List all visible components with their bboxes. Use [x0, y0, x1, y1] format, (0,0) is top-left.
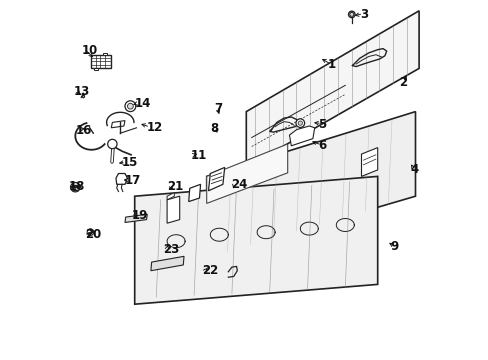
Polygon shape: [167, 193, 174, 200]
Polygon shape: [151, 256, 183, 271]
Text: 9: 9: [389, 240, 398, 253]
Polygon shape: [116, 174, 127, 184]
Text: 13: 13: [73, 85, 90, 98]
Text: 7: 7: [213, 102, 222, 115]
Text: 14: 14: [134, 97, 151, 110]
Text: 2: 2: [399, 76, 407, 89]
Circle shape: [348, 11, 354, 18]
Circle shape: [125, 101, 136, 112]
Text: 10: 10: [81, 44, 98, 57]
Polygon shape: [289, 126, 314, 146]
Text: 19: 19: [132, 209, 148, 222]
Polygon shape: [134, 176, 377, 304]
Circle shape: [295, 119, 304, 127]
Polygon shape: [361, 148, 377, 176]
Polygon shape: [103, 53, 107, 55]
Text: 3: 3: [359, 8, 367, 21]
Text: 4: 4: [409, 163, 418, 176]
Circle shape: [127, 103, 133, 109]
Polygon shape: [167, 196, 179, 223]
Polygon shape: [111, 121, 125, 128]
Circle shape: [107, 139, 117, 149]
Polygon shape: [206, 112, 415, 257]
Text: 5: 5: [318, 118, 326, 131]
Polygon shape: [94, 68, 98, 70]
Polygon shape: [349, 13, 353, 16]
Polygon shape: [125, 214, 147, 222]
Text: 20: 20: [85, 228, 102, 241]
Circle shape: [87, 229, 94, 235]
Circle shape: [70, 183, 80, 192]
Text: 21: 21: [167, 180, 183, 193]
Text: 24: 24: [230, 178, 247, 191]
Polygon shape: [246, 11, 418, 167]
Text: 22: 22: [202, 264, 218, 277]
Text: 1: 1: [326, 58, 335, 71]
Text: 18: 18: [69, 180, 85, 193]
Polygon shape: [188, 184, 200, 202]
Text: 16: 16: [75, 124, 91, 137]
Text: 17: 17: [125, 174, 141, 187]
Text: 12: 12: [146, 121, 163, 134]
Text: 8: 8: [210, 122, 218, 135]
Text: 6: 6: [318, 139, 326, 152]
Polygon shape: [206, 144, 287, 203]
Text: 23: 23: [163, 243, 180, 256]
Polygon shape: [208, 167, 224, 191]
Text: 15: 15: [122, 156, 138, 169]
Polygon shape: [91, 55, 110, 68]
Circle shape: [298, 121, 302, 125]
Text: 11: 11: [190, 149, 206, 162]
